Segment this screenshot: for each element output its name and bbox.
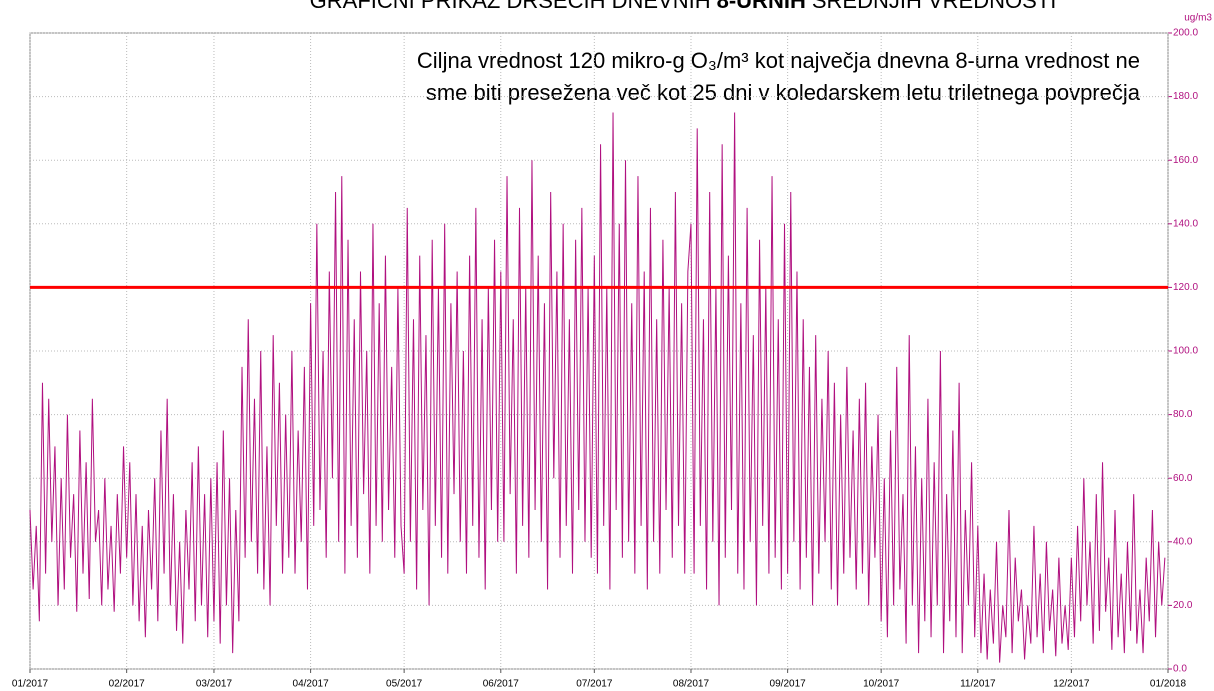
annotation: Ciljna vrednost 120 mikro-g O₃/m³ kot na… — [417, 48, 1140, 73]
y-tick-label: 20.0 — [1173, 600, 1193, 611]
chart-title: GRAFIČNI PRIKAZ DRSEČIH DNEVNIH 8-URNIH SR… — [310, 0, 1057, 13]
y-tick-label: 180.0 — [1173, 91, 1198, 102]
annotation: sme biti presežena več kot 25 dni v kole… — [426, 80, 1141, 105]
y-unit: ug/m3 — [1184, 13, 1212, 24]
y-tick-label: 80.0 — [1173, 409, 1193, 420]
x-tick-label: 04/2017 — [293, 679, 330, 690]
x-tick-label: 02/2017 — [109, 679, 146, 690]
title-part: 8-URNIH — [717, 0, 806, 13]
y-tick-label: 200.0 — [1173, 28, 1198, 39]
title-part: SREDNJIH VREDNOSTI — [812, 0, 1056, 13]
x-tick-label: 03/2017 — [196, 679, 233, 690]
y-tick-label: 120.0 — [1173, 282, 1198, 293]
x-tick-label: 01/2018 — [1150, 679, 1187, 690]
x-tick-label: 09/2017 — [770, 679, 807, 690]
title-part: GRAFIČNI PRIKAZ DRSEČIH DNEVNIH — [310, 0, 711, 13]
x-tick-label: 08/2017 — [673, 679, 710, 690]
y-tick-label: 0.0 — [1173, 664, 1187, 675]
x-tick-label: 01/2017 — [12, 679, 49, 690]
data-line — [29, 112, 1166, 663]
x-tick-label: 05/2017 — [386, 679, 423, 690]
y-tick-label: 60.0 — [1173, 473, 1193, 484]
y-tick-label: 40.0 — [1173, 536, 1193, 547]
y-tick-label: 100.0 — [1173, 346, 1198, 357]
x-tick-label: 12/2017 — [1053, 679, 1090, 690]
y-tick-label: 140.0 — [1173, 218, 1198, 229]
y-tick-label: 160.0 — [1173, 155, 1198, 166]
x-tick-label: 11/2017 — [960, 679, 996, 690]
x-tick-label: 07/2017 — [576, 679, 613, 690]
x-tick-label: 06/2017 — [483, 679, 520, 690]
x-tick-label: 10/2017 — [863, 679, 900, 690]
